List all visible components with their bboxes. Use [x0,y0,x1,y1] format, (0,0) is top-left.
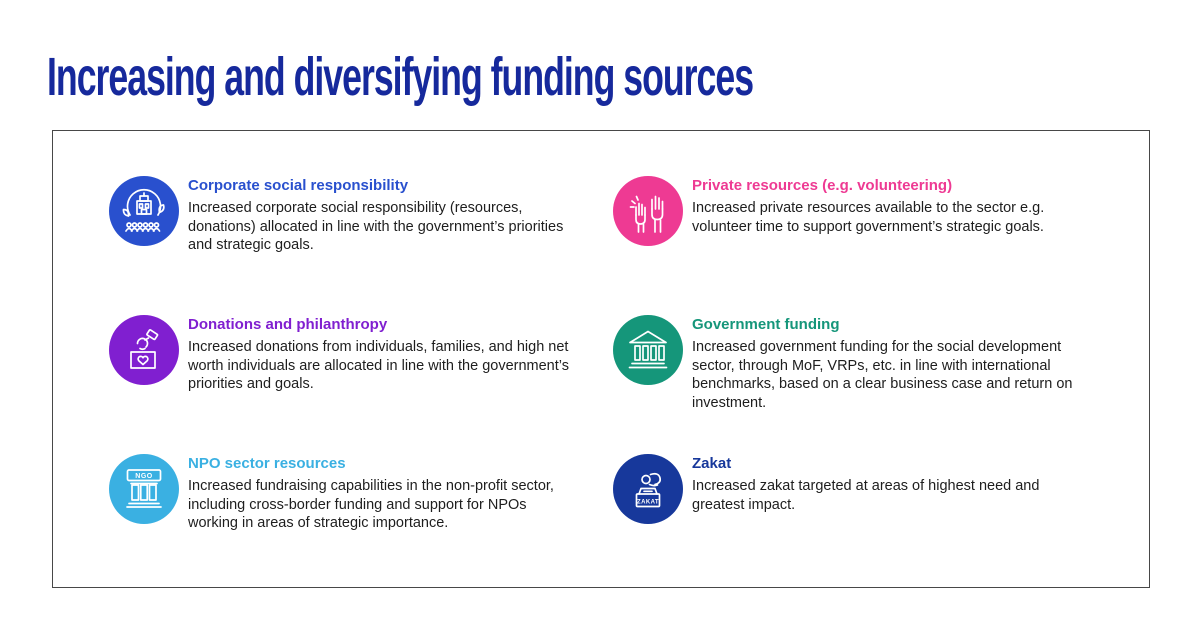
funding-items-grid: Corporate social responsibility Increase… [53,131,1149,587]
funding-item-zakat: ZAKAT Zakat Increased zakat targeted at … [613,454,1149,587]
raised-hands-icon [613,176,683,246]
ngo-building-icon: NGO [109,454,179,524]
item-title: Private resources (e.g. volunteering) [692,177,953,194]
ngo-icon-label: NGO [135,473,153,480]
item-description: Increased fundraising capabilities in th… [188,477,554,532]
funding-item-private-resources: Private resources (e.g. volunteering) In… [613,176,1149,315]
item-title: NPO sector resources [188,455,346,472]
item-title: Zakat [692,455,732,472]
item-description: Increased donations from individuals, fa… [188,338,569,393]
funding-sources-panel: Corporate social responsibility Increase… [52,130,1150,588]
funding-item-corporate-social-responsibility: Corporate social responsibility Increase… [109,176,613,315]
item-description: Increased zakat targeted at areas of hig… [692,477,1040,513]
item-description: Increased government funding for the soc… [692,338,1073,412]
item-title: Government funding [692,316,840,333]
item-description: Increased corporate social responsibilit… [188,199,564,254]
zakat-icon-label: ZAKAT [637,500,659,506]
zakat-donation-box-icon: ZAKAT [613,454,683,524]
government-building-icon [613,315,683,385]
item-description: Increased private resources available to… [692,199,1045,235]
item-title: Corporate social responsibility [188,177,409,194]
hand-donation-box-heart-icon [109,315,179,385]
item-title: Donations and philanthropy [188,316,388,333]
funding-item-government-funding: Government funding Increased government … [613,315,1149,454]
funding-item-npo-sector-resources: NGO NPO sector resources Increased fundr… [109,454,613,587]
building-with-leaves-and-people-icon [109,176,179,246]
page-title: Increasing and diversifying funding sour… [47,47,754,107]
funding-item-donations-and-philanthropy: Donations and philanthropy Increased don… [109,315,613,454]
